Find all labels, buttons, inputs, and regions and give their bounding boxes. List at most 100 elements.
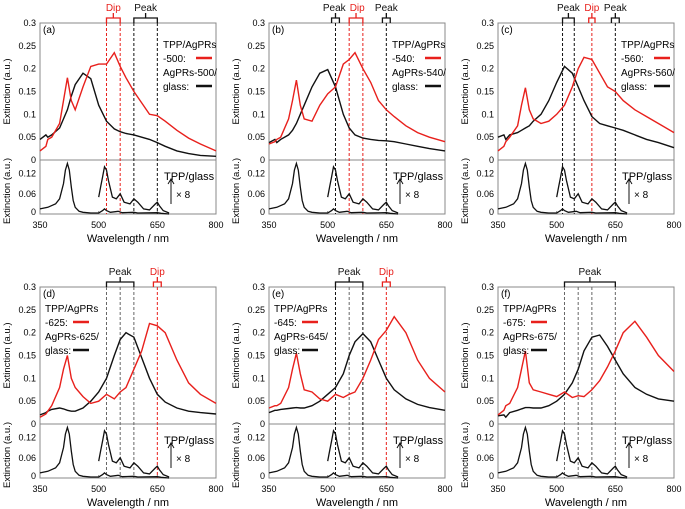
dip-bracket — [348, 13, 364, 23]
x-axis-label: Wavelength / nm — [545, 497, 627, 509]
tpp-agprs-series — [497, 320, 675, 416]
y-tick-label: 0.15 — [476, 351, 494, 361]
legend-text: glass: — [163, 82, 189, 93]
legend-text: AgPRs-645/ — [274, 332, 328, 343]
agprs-glass-series — [39, 72, 217, 157]
plot-frame — [497, 286, 675, 479]
legend-text: glass: — [621, 82, 647, 93]
y-tick-label: 0.25 — [247, 41, 265, 51]
y-tick-label: 0 — [489, 419, 494, 429]
arrow-up-icon — [396, 178, 404, 204]
legend-text: -675: — [503, 318, 526, 329]
y-tick-label: 0 — [31, 419, 36, 429]
y-tick-label: 0.25 — [18, 41, 36, 51]
y-tick-label: 0.05 — [18, 132, 36, 142]
y-tick-label: 0.05 — [247, 132, 265, 142]
x-tick-label: 350 — [261, 220, 276, 230]
x-tick-label: 500 — [320, 220, 335, 230]
x-tick-label: 800 — [208, 220, 223, 230]
plot-frame — [39, 22, 217, 215]
y-axis-label: Extinction (a.u.) — [460, 158, 471, 224]
tpp-glass-label: TPP/glass — [393, 435, 444, 447]
y-tick-label: 0 — [260, 155, 265, 165]
peak-bracket — [381, 13, 391, 23]
y-tick-label: 0 — [260, 207, 265, 217]
y-tick-label: 0.3 — [481, 282, 494, 292]
tpp-glass-series — [268, 425, 399, 479]
plot-frame — [268, 286, 446, 479]
x-tick-label: 500 — [549, 220, 564, 230]
y-tick-label: 0.12 — [476, 169, 494, 179]
peak-bracket-label: Peak — [338, 267, 362, 278]
plot-frame — [39, 286, 217, 479]
y-tick-label: 0 — [31, 207, 36, 217]
tpp-glass-series — [497, 161, 628, 215]
panel-label: (a) — [43, 25, 55, 36]
legend-text: AgPRs-675/ — [503, 332, 557, 343]
tpp-agprs-series — [39, 322, 217, 418]
agprs-glass-series — [497, 334, 675, 419]
dip-bracket-label: Dip — [350, 3, 365, 14]
y-tick-label: 0.06 — [247, 453, 265, 463]
peak-bracket — [561, 13, 575, 23]
y-tick-label: 0.05 — [476, 132, 494, 142]
x-tick-label: 800 — [208, 484, 223, 494]
dip-bracket-label: Dip — [106, 3, 121, 14]
tpp-agprs-series — [39, 51, 217, 152]
legend-text: -500: — [163, 54, 186, 65]
tpp-glass-series — [39, 161, 170, 215]
peak-bracket — [330, 13, 341, 23]
tpp-glass-label: TPP/glass — [622, 171, 673, 183]
y-tick-label: 0.2 — [252, 328, 265, 338]
peak-bracket-label: Peak — [323, 3, 347, 14]
panel-label: (f) — [501, 289, 510, 300]
y-tick-label: 0.05 — [247, 396, 265, 406]
x-tick-label: 500 — [91, 220, 106, 230]
x-tick-label: 350 — [490, 220, 505, 230]
arrow-up-icon — [167, 442, 175, 468]
y-axis-label: Extinction (a.u.) — [460, 422, 471, 488]
dip-bracket-label: Dip — [379, 267, 394, 278]
dip-bracket — [381, 277, 391, 287]
peak-bracket — [334, 277, 364, 287]
y-tick-label: 0.12 — [247, 169, 265, 179]
panel-label: (c) — [501, 25, 513, 36]
y-tick-label: 0.25 — [476, 305, 494, 315]
y-tick-label: 0.25 — [247, 305, 265, 315]
peak-bracket-label: Peak — [579, 267, 603, 278]
legend-text: -560: — [621, 54, 644, 65]
tpp-glass-x8-series — [556, 165, 628, 214]
y-axis-label: Extinction (a.u.) — [231, 422, 242, 488]
y-tick-label: 0.1 — [481, 109, 494, 119]
arrow-up-icon — [625, 442, 633, 468]
peak-bracket-label: Peak — [557, 3, 581, 14]
legend-text: -645: — [274, 318, 297, 329]
y-tick-label: 0.3 — [23, 282, 36, 292]
peak-bracket-label: Peak — [134, 3, 158, 14]
y-tick-label: 0.1 — [252, 373, 265, 383]
peak-bracket-label: Peak — [375, 3, 399, 14]
y-tick-label: 0.1 — [23, 373, 36, 383]
y-axis-label: Extinction (a.u.) — [460, 59, 471, 125]
agprs-glass-series — [39, 331, 217, 416]
agprs-glass-series — [268, 332, 446, 414]
tpp-glass-x8-series — [556, 429, 628, 478]
tpp-glass-x8-series — [98, 429, 170, 478]
tpp-glass-x8-series — [98, 165, 170, 214]
y-tick-label: 0.06 — [476, 453, 494, 463]
tpp-agprs-series — [268, 51, 446, 145]
panel-e: 0 0.05 0.1 0.15 0.2 0.25 0.3 0 0.06 0.12 350 500 650… — [231, 267, 453, 509]
y-tick-label: 0.12 — [247, 433, 265, 443]
legend-text: glass: — [45, 346, 71, 357]
peak-bracket — [563, 277, 616, 287]
x-tick-label: 350 — [261, 484, 276, 494]
y-tick-label: 0.3 — [481, 18, 494, 28]
dip-bracket-label: Dip — [584, 3, 599, 14]
y-tick-label: 0.2 — [23, 64, 36, 74]
legend-text: TPP/AgPRs — [274, 304, 327, 315]
tpp-glass-series — [39, 425, 170, 479]
legend-text: AgPRs-540/ — [392, 68, 446, 79]
y-tick-label: 0.05 — [476, 396, 494, 406]
scale-factor-label: × 8 — [176, 190, 191, 201]
